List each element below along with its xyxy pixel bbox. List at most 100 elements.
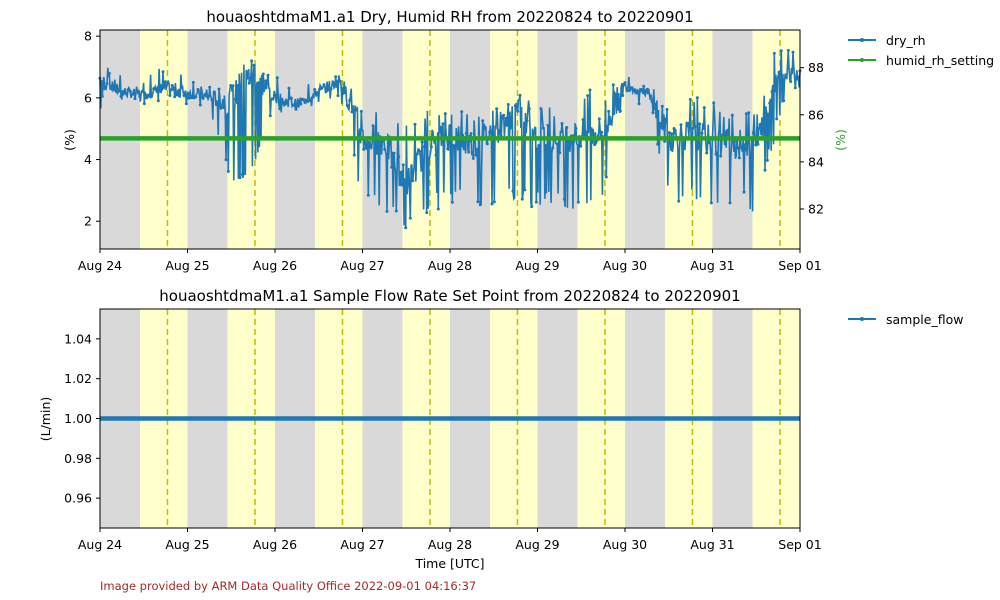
- dry-rh-point: [749, 153, 753, 157]
- dry-rh-point: [364, 146, 368, 150]
- dry-rh-point: [667, 131, 671, 135]
- y-tick-label: 0.98: [64, 451, 92, 466]
- dry-rh-point: [793, 86, 797, 90]
- dry-rh-point: [126, 88, 130, 92]
- dry-rh-point: [182, 94, 186, 97]
- dry-rh-point: [450, 200, 454, 204]
- dry-rh-point: [117, 89, 121, 93]
- flow-noon-lines: [166, 309, 781, 528]
- dry-rh-point: [714, 152, 718, 156]
- dry-rh-point: [656, 142, 660, 146]
- dry-rh-point: [539, 107, 543, 111]
- legend-sample-flow-label: sample_flow: [886, 312, 963, 327]
- dry-rh-point: [574, 127, 578, 131]
- dry-rh-point: [453, 144, 457, 148]
- dry-rh-point: [334, 75, 338, 79]
- x-tick-label: Aug 30: [603, 258, 647, 273]
- dry-rh-point: [273, 93, 277, 97]
- dry-rh-point: [257, 81, 261, 85]
- legend-dry-rh-label: dry_rh: [886, 33, 926, 48]
- dry-rh-point: [768, 101, 772, 105]
- dry-rh-point: [616, 107, 620, 111]
- dry-rh-point: [702, 106, 706, 110]
- flow-panel: houaoshtdmaM1.a1 Sample Flow Rate Set Po…: [38, 287, 963, 571]
- dry-rh-point: [243, 172, 247, 176]
- dry-rh-point: [135, 89, 139, 93]
- dry-rh-point: [474, 153, 478, 157]
- dry-rh-point: [217, 87, 221, 91]
- x-tick-label: Aug 24: [78, 537, 122, 552]
- dry-rh-point: [469, 132, 473, 136]
- dry-rh-point: [611, 83, 615, 87]
- dry-rh-point: [698, 122, 702, 126]
- x-tick-label: Sep 01: [778, 258, 821, 273]
- dry-rh-point: [245, 76, 249, 80]
- dry-rh-point: [644, 89, 648, 93]
- y-tick-label: 1.00: [64, 411, 92, 426]
- y-tick-label: 4: [84, 152, 92, 167]
- dry-rh-point: [175, 93, 179, 97]
- dry-rh-point: [614, 93, 618, 96]
- y2-tick-label: 86: [808, 107, 824, 122]
- dry-rh-point: [348, 99, 352, 102]
- dry-rh-point: [707, 141, 711, 145]
- dry-rh-point: [758, 122, 762, 126]
- dry-rh-point: [280, 97, 284, 101]
- dry-rh-point: [238, 176, 242, 180]
- dry-rh-point: [784, 75, 788, 79]
- dry-rh-point: [532, 131, 536, 135]
- dry-rh-point: [495, 107, 499, 111]
- dry-rh-point: [278, 107, 282, 111]
- dry-rh-point: [240, 173, 244, 176]
- rh-legend: dry_rh humid_rh_setting: [848, 33, 994, 68]
- dry-rh-point: [322, 83, 326, 87]
- dry-rh-point: [362, 147, 366, 151]
- dry-rh-point: [786, 48, 790, 52]
- dry-rh-point: [460, 110, 464, 114]
- dry-rh-point: [478, 203, 482, 207]
- dry-rh-point: [791, 50, 795, 54]
- dry-rh-point: [404, 226, 408, 230]
- dry-rh-point: [695, 96, 699, 100]
- dry-rh-point: [329, 87, 333, 91]
- dry-rh-point: [390, 165, 394, 169]
- dry-rh-point: [558, 151, 562, 155]
- dry-rh-point: [306, 99, 310, 103]
- x-tick-label: Aug 25: [165, 258, 209, 273]
- dry-rh-point: [369, 145, 373, 149]
- dry-rh-point: [679, 123, 683, 127]
- dry-rh-point: [275, 76, 279, 80]
- dry-rh-point: [534, 200, 538, 204]
- dry-rh-point: [357, 132, 361, 135]
- dry-rh-point: [525, 119, 529, 123]
- dry-rh-point: [203, 93, 207, 96]
- dry-rh-point: [623, 81, 627, 85]
- dry-rh-point: [485, 142, 489, 146]
- dry-rh-point: [555, 142, 559, 146]
- dry-rh-point: [436, 207, 440, 211]
- dry-rh-point: [413, 122, 417, 126]
- x-tick-label: Sep 01: [778, 537, 821, 552]
- x-tick-label: Aug 31: [690, 258, 734, 273]
- dry-rh-point: [399, 183, 403, 187]
- dry-rh-point: [497, 129, 501, 133]
- x-tick-label: Aug 28: [428, 537, 472, 552]
- dry-rh-point: [338, 79, 342, 83]
- dry-rh-point: [691, 126, 695, 130]
- dry-rh-point: [303, 98, 307, 102]
- dry-rh-point: [422, 145, 426, 149]
- dry-rh-point: [590, 140, 594, 144]
- dry-rh-point: [770, 90, 774, 94]
- dry-rh-point: [315, 90, 319, 94]
- dry-rh-point: [371, 124, 375, 128]
- dry-rh-point: [401, 163, 405, 167]
- rh-panel: houaoshtdmaM1.a1 Dry, Humid RH from 2022…: [62, 8, 994, 273]
- legend-sample-flow-marker: [860, 317, 864, 321]
- rh-chart-title: houaoshtdmaM1.a1 Dry, Humid RH from 2022…: [206, 8, 693, 26]
- dry-rh-point: [579, 144, 583, 148]
- dry-rh-point: [604, 175, 608, 179]
- dry-rh-point: [100, 94, 104, 98]
- dry-rh-point: [427, 157, 431, 160]
- dry-rh-point: [264, 79, 268, 83]
- dry-rh-point: [728, 201, 732, 205]
